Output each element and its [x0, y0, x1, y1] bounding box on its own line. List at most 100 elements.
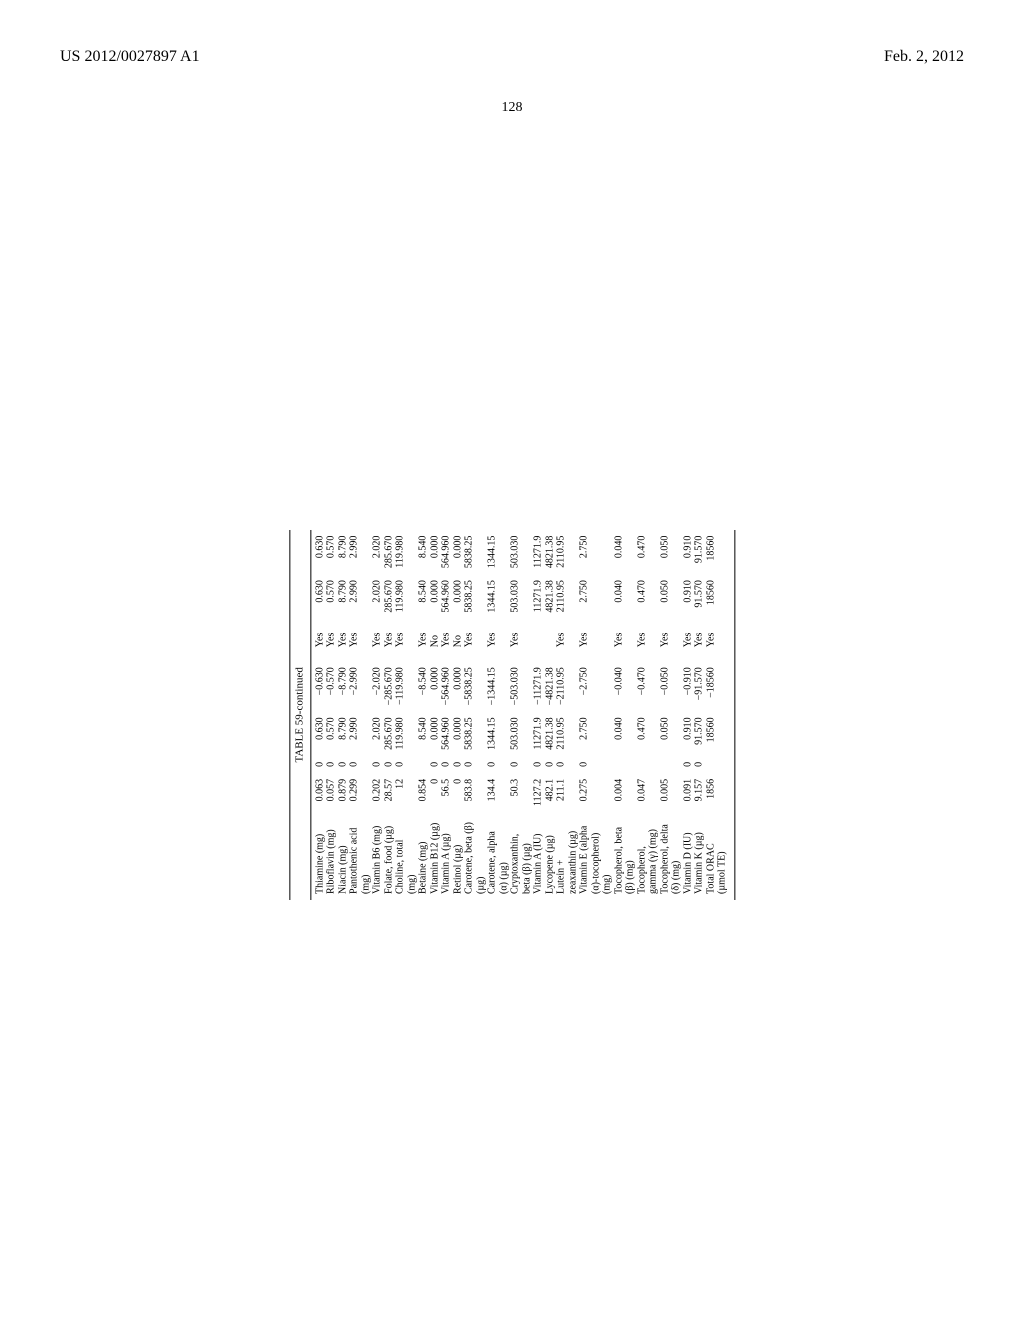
table-row: Vitamin K (µg)9.157091.570−91.570Yes91.5… [693, 530, 705, 900]
row-label: Thiamine (mg) [314, 812, 326, 900]
cell: 0 [440, 756, 452, 773]
cell: −2.020 [371, 661, 383, 711]
cell: 2.750 [578, 712, 590, 757]
cell [647, 661, 659, 711]
cell [716, 773, 728, 812]
cell: 285.670 [383, 530, 395, 575]
cell [601, 773, 613, 812]
cell: 0.275 [578, 773, 590, 812]
cell: 8.540 [417, 574, 429, 619]
cell [475, 712, 487, 757]
row-label: (α)-tocopherol) [590, 812, 602, 900]
row-label: Vitamin E (alpha [578, 812, 590, 900]
cell [360, 773, 372, 812]
row-label: Folate, food (µg) [383, 812, 395, 900]
cell: 2110.95 [555, 574, 567, 619]
cell: 503.030 [509, 712, 521, 757]
page-number: 128 [0, 100, 1024, 116]
cell [406, 756, 418, 773]
cell [567, 773, 579, 812]
cell: 11271.9 [532, 530, 544, 575]
cell [647, 574, 659, 619]
cell [601, 661, 613, 711]
cell: −4821.38 [544, 661, 556, 711]
row-label: Pantothenic acid [348, 812, 360, 900]
cell: Yes [383, 619, 395, 662]
cell: −91.570 [693, 661, 705, 711]
cell: 1344.15 [486, 712, 498, 757]
cell [521, 712, 533, 757]
cell: −2.750 [578, 661, 590, 711]
table-row: (µmol TE) [716, 530, 728, 900]
cell: 91.570 [693, 530, 705, 575]
row-label: Betaine (mg) [417, 812, 429, 900]
table-row: (mg) [360, 530, 372, 900]
table-row: Vitamin B6 (mg)0.20202.020−2.020Yes2.020… [371, 530, 383, 900]
cell: −2.990 [348, 661, 360, 711]
cell: 0.470 [636, 530, 648, 575]
cell: 583.8 [463, 773, 475, 812]
row-label: (mg) [601, 812, 613, 900]
row-label: (mg) [406, 812, 418, 900]
cell [716, 756, 728, 773]
cell: 91.570 [693, 574, 705, 619]
table-row: Total ORAC185618560−18560Yes1856018560 [705, 530, 717, 900]
cell [521, 619, 533, 662]
cell: 0 [394, 756, 406, 773]
cell: 0 [348, 756, 360, 773]
cell [670, 712, 682, 757]
cell [567, 661, 579, 711]
cell: 5838.25 [463, 530, 475, 575]
cell [360, 756, 372, 773]
cell [670, 756, 682, 773]
cell: Yes [578, 619, 590, 662]
cell: 0 [578, 756, 590, 773]
row-label: Vitamin B12 (µg) [429, 812, 441, 900]
row-label: Choline, total [394, 812, 406, 900]
row-label: (β) (mg) [624, 812, 636, 900]
cell [498, 619, 510, 662]
cell [406, 773, 418, 812]
cell [475, 773, 487, 812]
cell [498, 574, 510, 619]
cell [360, 712, 372, 757]
cell [647, 756, 659, 773]
cell: Yes [371, 619, 383, 662]
cell: 9.157 [693, 773, 705, 812]
cell: 0.047 [636, 773, 648, 812]
cell [360, 619, 372, 662]
cell: Yes [486, 619, 498, 662]
cell [624, 619, 636, 662]
cell: Yes [314, 619, 326, 662]
cell: −8.790 [337, 661, 349, 711]
cell: 2110.95 [555, 530, 567, 575]
cell: 8.790 [337, 530, 349, 575]
table-row: Vitamin A (µg)56.50564.960−564.960Yes564… [440, 530, 452, 900]
cell [670, 661, 682, 711]
row-label: Vitamin B6 (mg) [371, 812, 383, 900]
cell: Yes [659, 619, 671, 662]
cell: 0 [463, 756, 475, 773]
cell [498, 530, 510, 575]
cell: 0.910 [682, 530, 694, 575]
cell [521, 756, 533, 773]
cell: 0 [314, 756, 326, 773]
cell: 11271.9 [532, 712, 544, 757]
cell: 1127.2 [532, 773, 544, 812]
cell: Yes [417, 619, 429, 662]
table-row: (µg) [475, 530, 487, 900]
cell: 0.000 [429, 530, 441, 575]
header-left: US 2012/0027897 A1 [60, 48, 200, 66]
cell [475, 530, 487, 575]
table-row: Vitamin D (IU)0.09100.910−0.910Yes0.9100… [682, 530, 694, 900]
cell: 0 [486, 756, 498, 773]
cell: 0.570 [325, 574, 337, 619]
cell [647, 773, 659, 812]
cell: 8.540 [417, 712, 429, 757]
cell [601, 530, 613, 575]
row-label: Retinol (µg) [452, 812, 464, 900]
row-label: Carotene, beta (β) [463, 812, 475, 900]
table-row: Riboflavin (mg)0.05700.570−0.570Yes0.570… [325, 530, 337, 900]
cell: 56.5 [440, 773, 452, 812]
cell [406, 619, 418, 662]
